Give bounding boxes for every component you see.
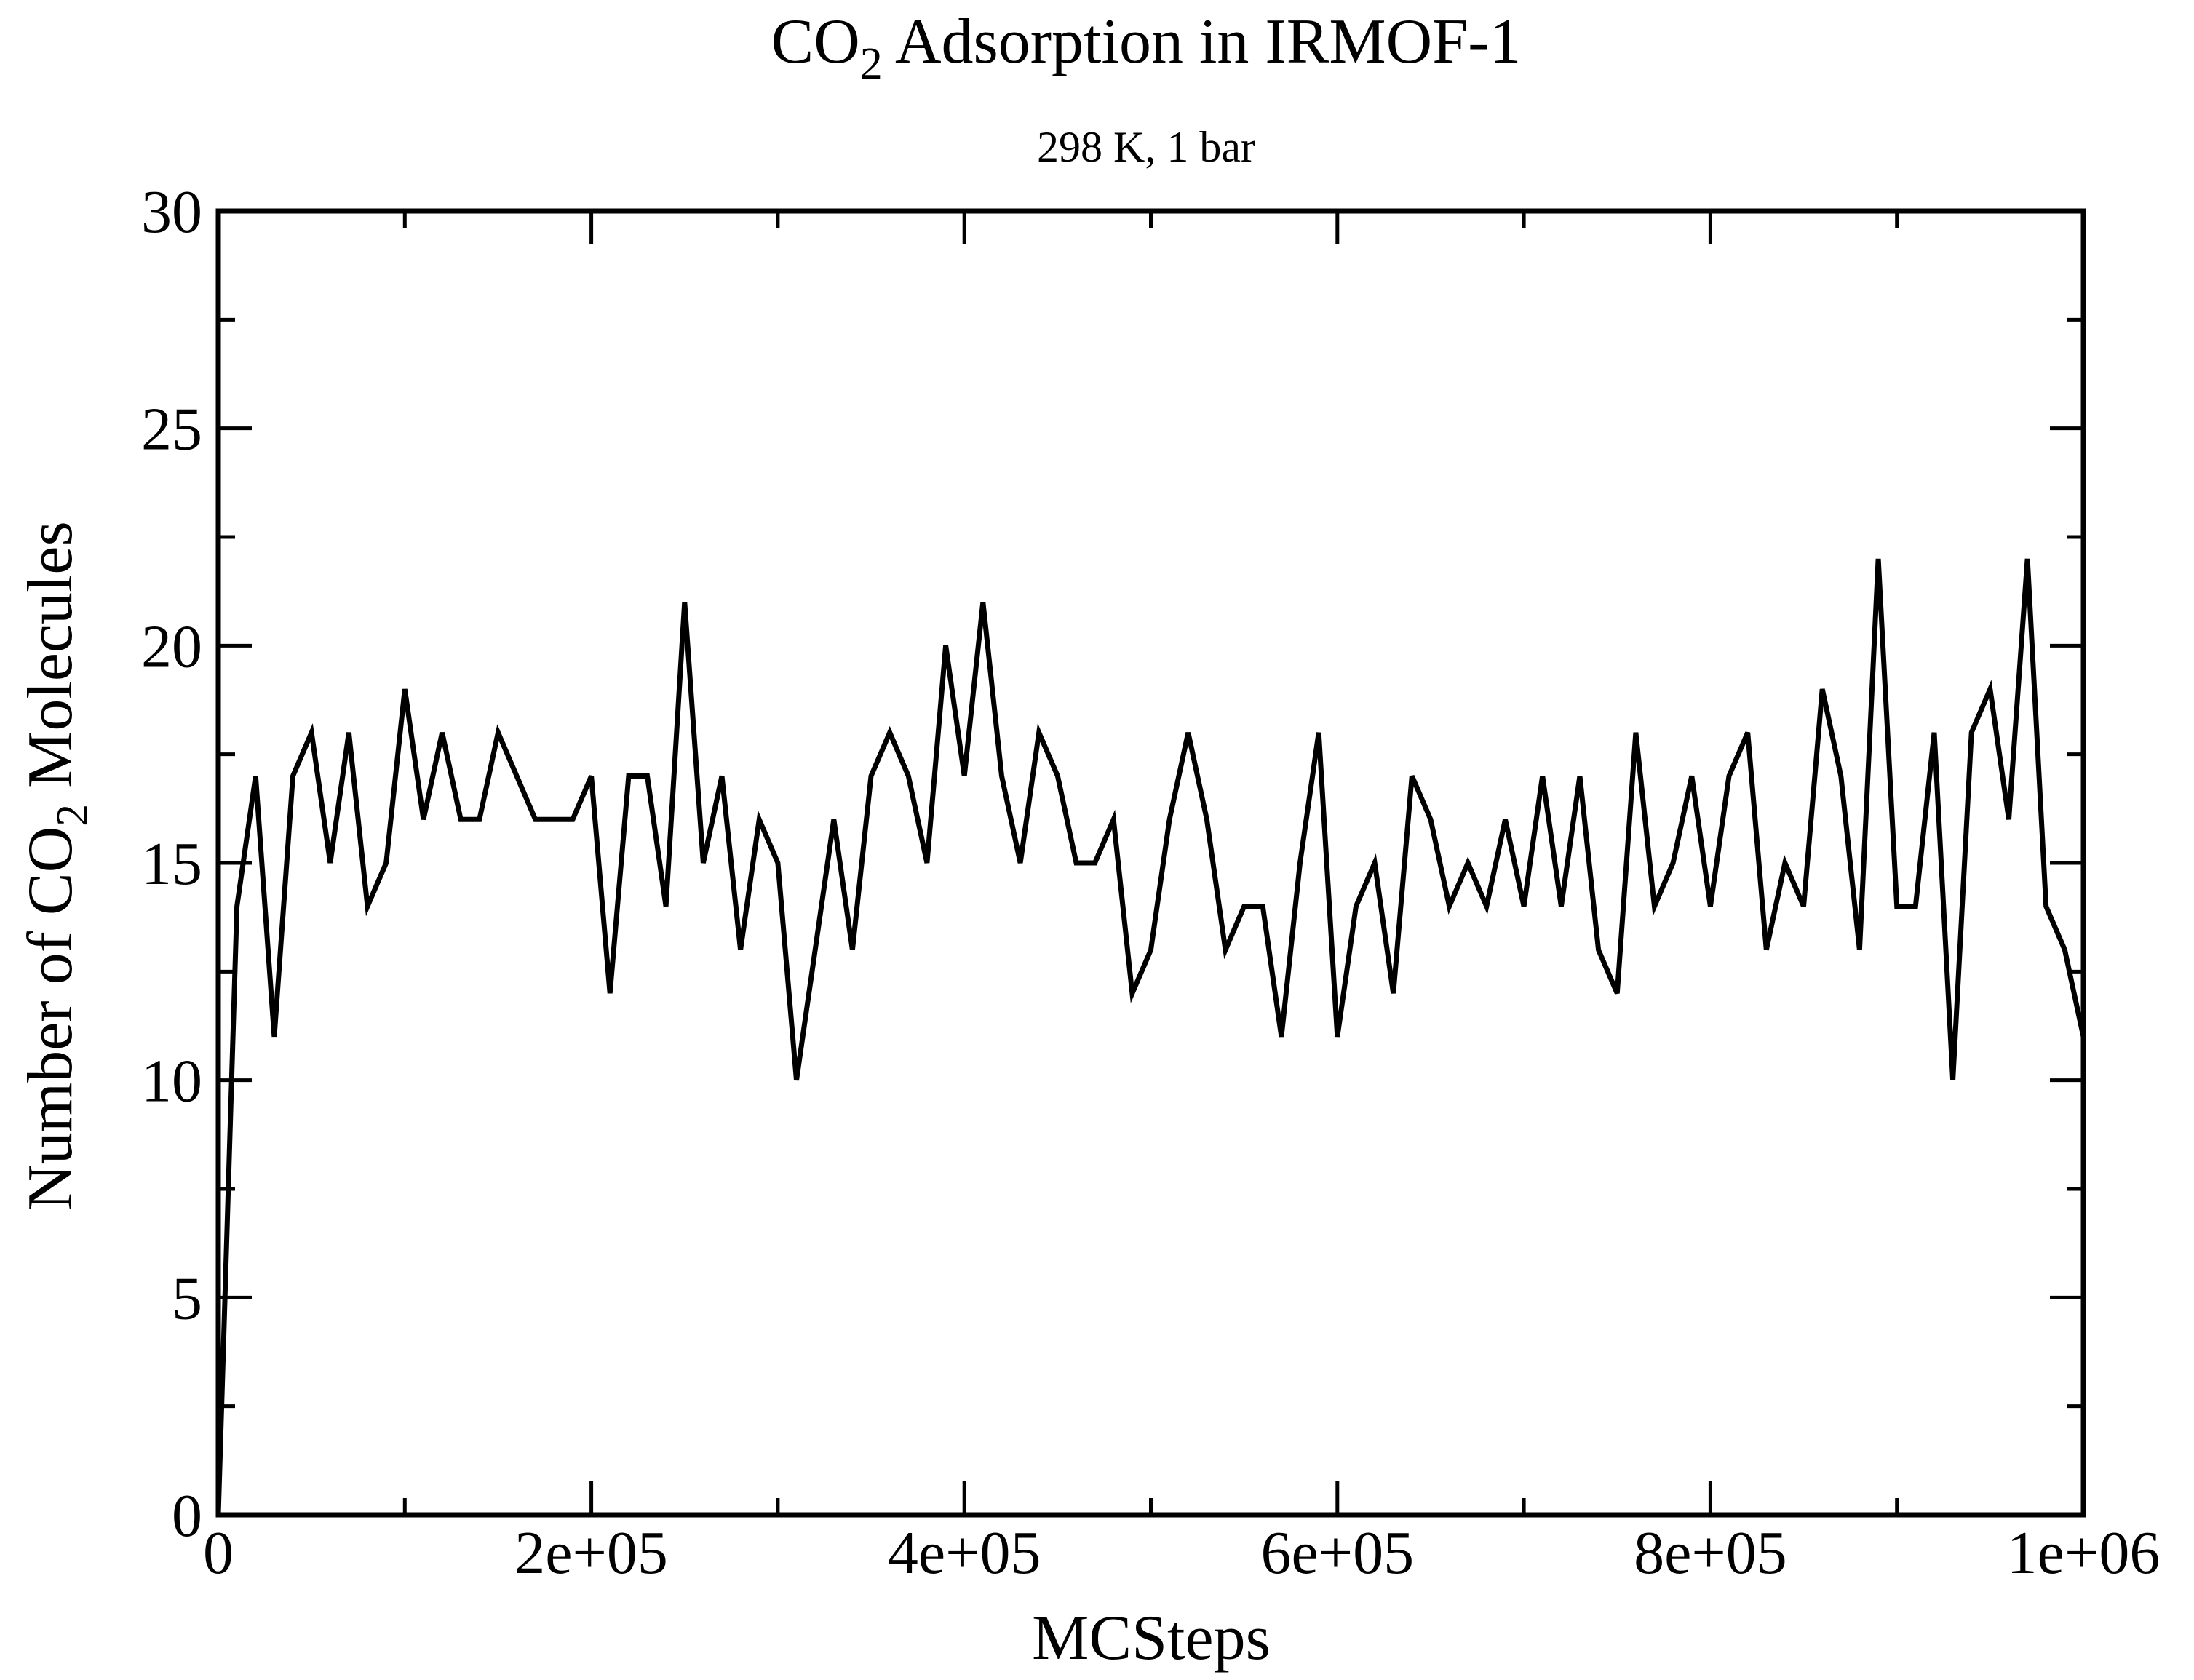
y-tick-label: 20 [141, 613, 202, 680]
y-tick-label: 5 [172, 1265, 202, 1332]
chart-title-subscript: 2 [860, 39, 883, 89]
y-axis-label-subscript: 2 [48, 804, 98, 827]
x-tick-label: 2e+05 [514, 1519, 668, 1587]
x-tick-label: 1e+06 [2007, 1519, 2161, 1587]
series-layer [215, 558, 2086, 1516]
y-axis-label: Number of CO2 Molecules [15, 521, 98, 1211]
chart-title-co: CO [771, 7, 860, 77]
y-tick-label: 30 [141, 178, 202, 246]
plot-frame [215, 208, 2086, 1518]
y-axis-label-rest: Molecules [15, 521, 86, 804]
x-tick-label: 6e+05 [1260, 1519, 1414, 1587]
y-axis-label-main: Number of CO [15, 827, 86, 1211]
chart-subtitle: 298 K, 1 bar [1037, 123, 1255, 171]
x-tick-label: 4e+05 [888, 1519, 1041, 1587]
axes-layer: 0 2e+05 4e+05 6e+05 8e+05 1e+06 0 5 10 15 20 25 30 [141, 178, 2160, 1587]
y-tick-label: 0 [172, 1482, 202, 1550]
x-tick-label: 8e+05 [1634, 1519, 1787, 1587]
y-tick-label: 25 [141, 396, 202, 463]
series-line-co2-count [215, 558, 2086, 1516]
y-tick-label: 10 [141, 1048, 202, 1115]
x-axis-label: MCSteps [1032, 1603, 1271, 1673]
chart-title: CO2 Adsorption in IRMOF-1 [771, 7, 1522, 89]
chart-title-rest: Adsorption in IRMOF-1 [883, 7, 1522, 77]
x-tick-label: 0 [203, 1519, 234, 1587]
y-tick-label: 15 [141, 830, 202, 898]
